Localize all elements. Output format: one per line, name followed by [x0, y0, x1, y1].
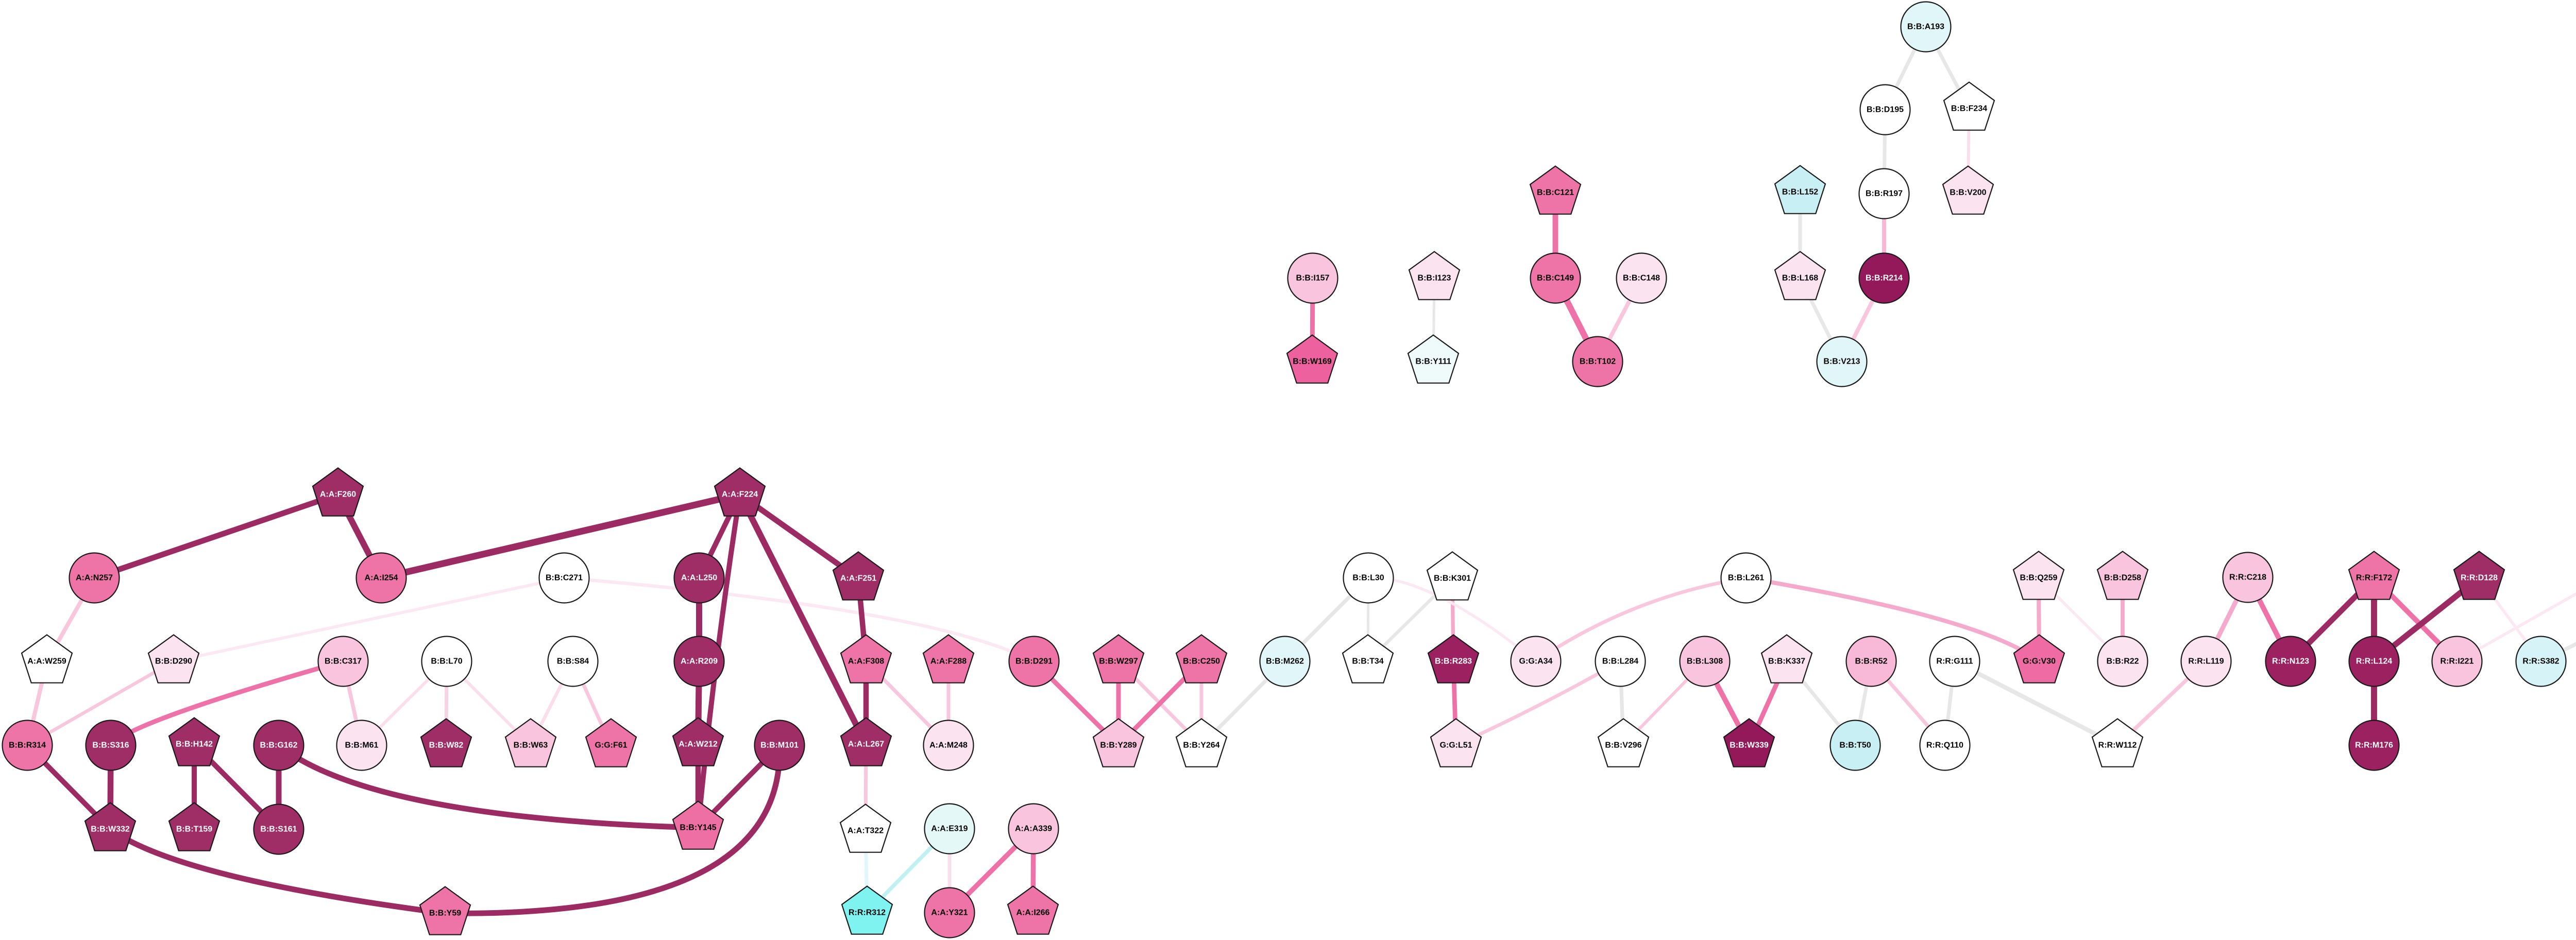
- svg-text:B:B:Y145: B:B:Y145: [680, 824, 716, 832]
- svg-text:B:B:T102: B:B:T102: [1580, 357, 1616, 366]
- svg-text:B:B:S316: B:B:S316: [92, 741, 129, 750]
- svg-text:B:B:G162: B:B:G162: [260, 741, 298, 750]
- svg-text:R:R:M176: R:R:M176: [2355, 741, 2393, 750]
- svg-text:B:B:D195: B:B:D195: [1867, 106, 1904, 114]
- svg-text:B:B:L284: B:B:L284: [1602, 657, 1638, 666]
- svg-text:A:A:F224: A:A:F224: [722, 490, 758, 499]
- svg-text:B:B:R314: B:B:R314: [9, 741, 46, 750]
- svg-text:B:B:Y264: B:B:Y264: [1183, 741, 1219, 750]
- svg-text:B:B:W63: B:B:W63: [514, 741, 548, 750]
- svg-text:A:A:I266: A:A:I266: [1016, 909, 1050, 917]
- svg-text:B:B:C148: B:B:C148: [1623, 274, 1660, 283]
- svg-text:B:B:H142: B:B:H142: [176, 740, 213, 749]
- svg-text:B:B:T159: B:B:T159: [176, 825, 212, 834]
- svg-text:A:A:R209: A:A:R209: [681, 657, 718, 666]
- svg-text:B:B:W169: B:B:W169: [1293, 357, 1332, 366]
- svg-text:B:B:F234: B:B:F234: [1951, 105, 1987, 113]
- svg-text:B:B:T34: B:B:T34: [1352, 657, 1383, 666]
- svg-text:R:R:L119: R:R:L119: [2188, 657, 2224, 666]
- svg-text:B:B:L261: B:B:L261: [1728, 574, 1764, 583]
- svg-text:A:A:T322: A:A:T322: [848, 827, 884, 835]
- svg-text:A:A:I254: A:A:I254: [365, 574, 398, 583]
- svg-text:B:B:L168: B:B:L168: [1782, 274, 1818, 283]
- svg-text:R:R:N123: R:R:N123: [2272, 657, 2309, 666]
- svg-text:B:B:W339: B:B:W339: [1730, 741, 1769, 750]
- svg-text:A:A:E319: A:A:E319: [931, 825, 968, 833]
- svg-text:A:A:N257: A:A:N257: [76, 574, 113, 583]
- svg-text:B:B:M101: B:B:M101: [760, 741, 799, 750]
- svg-text:B:B:K301: B:B:K301: [1434, 574, 1471, 583]
- svg-text:B:B:Y59: B:B:Y59: [429, 909, 461, 918]
- svg-text:A:A:A339: A:A:A339: [1015, 825, 1052, 833]
- svg-text:B:B:W297: B:B:W297: [1099, 657, 1138, 666]
- svg-text:R:R:R312: R:R:R312: [849, 909, 886, 917]
- svg-text:B:B:Q259: B:B:Q259: [2020, 574, 2058, 583]
- svg-text:A:A:L250: A:A:L250: [681, 574, 717, 583]
- svg-text:B:B:W332: B:B:W332: [91, 825, 130, 834]
- svg-text:B:B:M262: B:B:M262: [1266, 657, 1304, 666]
- svg-text:B:B:L70: B:B:L70: [431, 657, 462, 666]
- svg-text:G:G:L51: G:G:L51: [1439, 741, 1472, 750]
- svg-text:B:B:T50: B:B:T50: [1839, 741, 1871, 750]
- svg-text:A:A:F260: A:A:F260: [320, 490, 356, 499]
- svg-text:B:B:I123: B:B:I123: [1418, 274, 1451, 283]
- svg-text:B:B:A193: B:B:A193: [1907, 23, 1944, 31]
- svg-text:B:B:I157: B:B:I157: [1296, 274, 1330, 283]
- svg-text:B:B:R52: B:B:R52: [1855, 657, 1887, 666]
- svg-text:B:B:L30: B:B:L30: [1352, 574, 1384, 583]
- svg-text:R:R:W112: R:R:W112: [2098, 741, 2137, 750]
- svg-text:A:A:L267: A:A:L267: [848, 740, 884, 749]
- svg-text:B:B:V200: B:B:V200: [1950, 189, 1986, 197]
- svg-text:R:R:S382: R:R:S382: [2522, 657, 2559, 666]
- svg-text:B:B:W82: B:B:W82: [429, 741, 464, 750]
- svg-text:B:B:D258: B:B:D258: [2104, 574, 2141, 583]
- svg-text:B:B:R214: B:B:R214: [1866, 274, 1903, 283]
- svg-text:B:B:R197: B:B:R197: [1866, 190, 1903, 198]
- svg-text:A:A:W212: A:A:W212: [679, 740, 718, 749]
- svg-text:B:B:C271: B:B:C271: [546, 574, 583, 583]
- svg-text:B:B:Y289: B:B:Y289: [1100, 741, 1137, 750]
- svg-text:B:B:D290: B:B:D290: [155, 657, 192, 666]
- svg-text:B:B:C121: B:B:C121: [1537, 189, 1574, 197]
- svg-text:B:B:C317: B:B:C317: [325, 657, 362, 666]
- svg-text:R:R:I221: R:R:I221: [2441, 657, 2474, 666]
- svg-text:A:A:Y321: A:A:Y321: [931, 909, 968, 917]
- svg-text:B:B:D291: B:B:D291: [1015, 657, 1053, 666]
- svg-text:B:B:S161: B:B:S161: [260, 825, 297, 834]
- svg-text:R:R:C218: R:R:C218: [2229, 573, 2266, 582]
- svg-text:B:B:Y111: B:B:Y111: [1415, 357, 1451, 366]
- svg-text:R:R:F172: R:R:F172: [2356, 574, 2392, 583]
- svg-text:A:A:M248: A:A:M248: [929, 741, 968, 750]
- svg-text:A:A:W259: A:A:W259: [27, 657, 66, 666]
- svg-text:B:B:C149: B:B:C149: [1537, 274, 1574, 283]
- svg-text:R:R:Q110: R:R:Q110: [1926, 741, 1963, 750]
- svg-text:B:B:L152: B:B:L152: [1782, 188, 1818, 197]
- svg-text:B:B:S84: B:B:S84: [557, 657, 589, 666]
- svg-text:G:G:V30: G:G:V30: [2023, 657, 2056, 666]
- svg-text:B:B:V296: B:B:V296: [1605, 741, 1641, 750]
- svg-text:A:A:F288: A:A:F288: [930, 657, 967, 666]
- svg-text:B:B:M61: B:B:M61: [345, 741, 379, 750]
- svg-text:B:B:R283: B:B:R283: [1435, 657, 1472, 666]
- svg-text:B:B:L308: B:B:L308: [1687, 657, 1723, 666]
- svg-text:A:A:F251: A:A:F251: [840, 574, 876, 583]
- svg-text:G:G:A34: G:G:A34: [1519, 657, 1553, 666]
- svg-text:B:B:K337: B:B:K337: [1768, 657, 1805, 666]
- svg-text:R:R:L124: R:R:L124: [2356, 657, 2392, 666]
- svg-text:R:R:D128: R:R:D128: [2461, 574, 2498, 583]
- svg-text:B:B:C250: B:B:C250: [1183, 657, 1220, 666]
- svg-text:B:B:R22: B:B:R22: [2106, 657, 2139, 666]
- svg-text:R:R:G111: R:R:G111: [1936, 657, 1973, 666]
- svg-text:B:B:V213: B:B:V213: [1823, 357, 1860, 366]
- svg-text:G:G:F61: G:G:F61: [595, 741, 627, 750]
- svg-text:A:A:F308: A:A:F308: [848, 657, 884, 666]
